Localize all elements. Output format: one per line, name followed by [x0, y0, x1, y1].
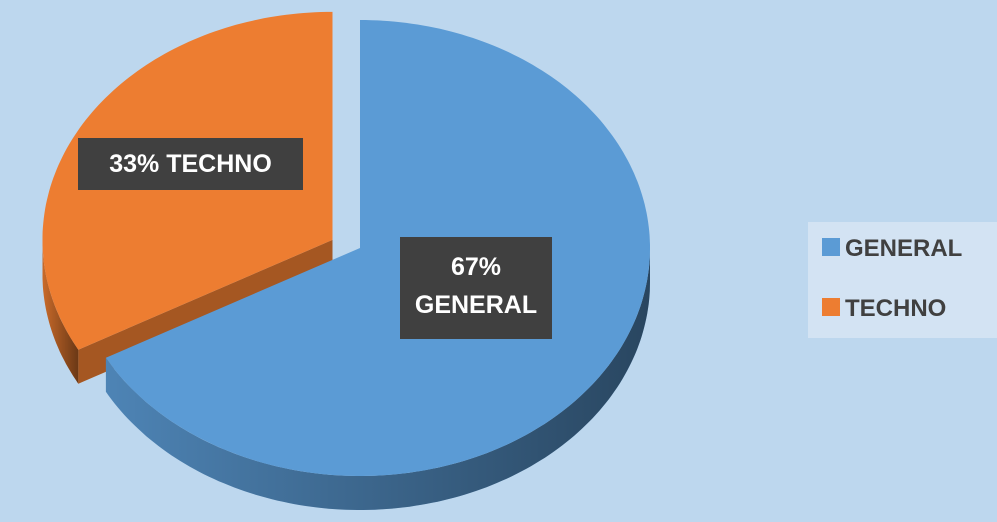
data-label-category: GENERAL	[415, 291, 537, 319]
slice-side-shade	[42, 239, 79, 384]
data-label-value: 67%	[451, 253, 501, 281]
legend-swatch	[822, 298, 840, 316]
slice-side-shade	[105, 248, 650, 510]
data-label-value: 33%	[109, 150, 159, 178]
data-label-box	[400, 237, 552, 339]
legend-label: GENERAL	[845, 235, 962, 262]
legend-label: TECHNO	[845, 295, 946, 322]
legend-swatch	[822, 238, 840, 256]
data-label: 33% TECHNO	[109, 150, 272, 178]
data-label-box	[78, 138, 303, 190]
data-label-category: TECHNO	[166, 150, 272, 178]
slice	[105, 20, 650, 476]
data-label: 67% GENERAL	[415, 253, 537, 319]
